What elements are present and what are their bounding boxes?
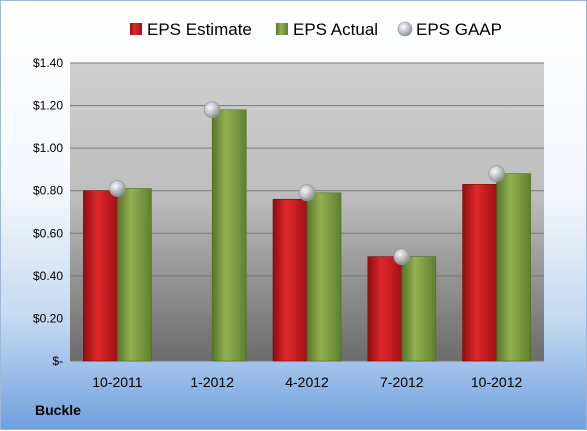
bar-eps-actual <box>211 109 247 362</box>
x-tick-label: 1-2012 <box>190 374 234 390</box>
bar-eps-estimate <box>272 198 308 362</box>
y-tick-label: $0.80 <box>33 184 63 198</box>
y-tick-label: $- <box>52 354 63 368</box>
gaap-markers <box>109 101 505 265</box>
marker-eps-gaap <box>203 101 221 119</box>
marker-eps-gaap <box>298 184 316 202</box>
marker-eps-gaap <box>393 248 411 265</box>
bar-eps-estimate <box>462 184 497 362</box>
legend-label: EPS Estimate <box>147 20 252 39</box>
bar-eps-actual <box>496 173 531 362</box>
y-tick-label: $0.20 <box>33 311 63 325</box>
x-tick-label: 10-2012 <box>471 374 523 390</box>
marker-eps-gaap <box>488 165 505 182</box>
bar-eps-actual <box>117 188 152 362</box>
y-tick-label: $1.40 <box>33 56 63 70</box>
legend: EPS Estimate EPS Actual EPS GAAP <box>130 20 502 39</box>
x-tick-label: 7-2012 <box>380 374 424 390</box>
y-tick-label: $1.20 <box>33 99 63 113</box>
legend-swatch <box>397 21 413 37</box>
bar-eps-estimate <box>83 190 118 362</box>
x-tick-label: 4-2012 <box>285 374 329 390</box>
legend-swatch <box>130 23 142 35</box>
x-tick-label: 10-2011 <box>92 374 143 390</box>
bar-eps-estimate <box>367 256 403 362</box>
y-tick-label: $0.40 <box>33 269 63 283</box>
legend-swatch <box>276 23 288 35</box>
legend-label: EPS GAAP <box>416 20 502 39</box>
bar-eps-actual <box>401 256 437 362</box>
bar-eps-actual <box>306 192 342 362</box>
y-tick-label: $1.00 <box>33 141 63 155</box>
company-name: Buckle <box>35 402 81 418</box>
y-axis-labels: $- $0.20 $0.40 $0.60 $0.80 $1.00 $1.20 $1.40 <box>33 56 63 368</box>
marker-eps-gaap <box>109 180 126 197</box>
legend-label: EPS Actual <box>293 20 378 39</box>
x-axis-labels: 10-2011 1-2012 4-2012 7-2012 10-2012 <box>92 374 522 390</box>
y-tick-label: $0.60 <box>33 226 63 240</box>
bars <box>83 109 531 362</box>
